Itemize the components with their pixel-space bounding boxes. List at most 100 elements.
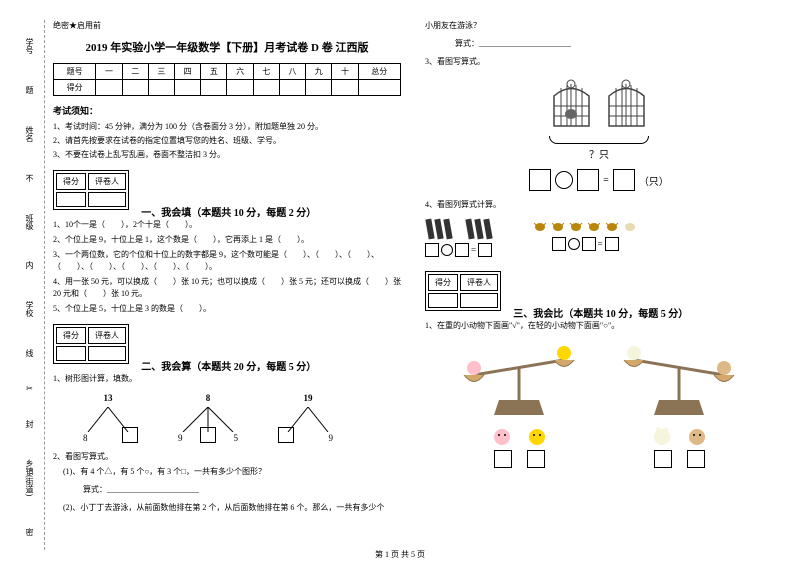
score-box: 得分评卷人 <box>53 324 129 364</box>
question: 1、在重的小动物下面画"√"，在轻的小动物下面画"○"。 <box>425 320 773 332</box>
notice-item: 3、不要在试卷上乱写乱画，卷面不整洁扣 3 分。 <box>53 149 401 160</box>
operator-box[interactable] <box>568 238 580 250</box>
tree-value: 5 <box>234 433 239 443</box>
question: 5、个位上是 5，十位上是 3 的数是（ ）。 <box>53 303 401 315</box>
balance-section <box>425 340 773 468</box>
binding-mark: 题 <box>24 86 35 94</box>
answer-box[interactable] <box>122 427 138 443</box>
cell: 一 <box>96 64 122 80</box>
binding-label: 学校 <box>24 296 35 322</box>
calc-line: 算式：_______________________ <box>425 38 773 50</box>
question: 2、看图写算式。 <box>53 451 401 463</box>
picture-calc: = = <box>425 219 773 257</box>
score-table: 题号 一 二 三 四 五 六 七 八 九 十 总分 得分 <box>53 63 401 96</box>
tree-diagrams: 13 8 8 9 5 19 9 <box>73 393 401 443</box>
bracket-icon <box>549 136 649 144</box>
calc-line: 算式：_______________________ <box>53 484 401 496</box>
balance-diagram <box>449 340 589 468</box>
equals-sign: = <box>598 239 603 249</box>
equation-boxes: = （只） <box>425 169 773 191</box>
answer-box[interactable] <box>687 450 705 468</box>
cell: 六 <box>227 64 253 80</box>
binding-edge: 学号 题 姓名 不 班级 内 学校 线 ✂ 封 乡镇(街道) 密 <box>15 20 45 550</box>
answer-box[interactable] <box>494 450 512 468</box>
table-row: 得分 <box>54 80 401 96</box>
cell: 九 <box>306 64 332 80</box>
pen-icon <box>474 219 483 240</box>
answer-box[interactable] <box>278 427 294 443</box>
score-box: 得分评卷人 <box>425 271 501 311</box>
pen-icon <box>425 219 434 240</box>
left-column: 绝密★启用前 2019 年实验小学一年级数学【下册】月考试卷 D 卷 江西版 题… <box>53 20 413 550</box>
table-row: 题号 一 二 三 四 五 六 七 八 九 十 总分 <box>54 64 401 80</box>
balance-diagram <box>609 340 749 468</box>
cell: 评卷人 <box>460 274 498 291</box>
cell: 得分 <box>56 327 86 344</box>
question: 3、看图写算式。 <box>425 56 773 68</box>
crab-icon <box>604 219 620 233</box>
answer-box[interactable] <box>527 450 545 468</box>
animal-icon <box>652 427 672 447</box>
cell: 评卷人 <box>88 327 126 344</box>
binding-mark: 密 <box>24 528 35 536</box>
pen-icon <box>443 219 452 240</box>
crab-icon <box>568 219 584 233</box>
cage-icon <box>604 76 649 131</box>
answer-box[interactable] <box>425 243 439 257</box>
pen-group: = <box>425 219 492 257</box>
question: 2、个位上是 9，十位上是 1，这个数是（ ），它再添上 1 是（ ）。 <box>53 234 401 246</box>
question: 4、看图列算式计算。 <box>425 199 773 211</box>
answer-box[interactable] <box>577 169 599 191</box>
answer-box[interactable] <box>478 243 492 257</box>
bracket-label: ？只 <box>425 146 773 161</box>
cell: 二 <box>122 64 148 80</box>
answer-box[interactable] <box>654 450 672 468</box>
tree-diagram: 8 9 5 <box>173 393 243 443</box>
binding-mark: 封 <box>24 420 35 428</box>
cell: 八 <box>279 64 305 80</box>
score-box: 得分评卷人 <box>53 170 129 210</box>
tree-value: 8 <box>83 433 88 443</box>
section-title: 二、我会算（本题共 20 分，每题 5 分） <box>141 362 316 373</box>
unit-label: （只） <box>639 173 669 188</box>
cell: 得分 <box>428 274 458 291</box>
crab-icon <box>622 219 638 233</box>
crab-icon <box>550 219 566 233</box>
operator-box[interactable] <box>441 244 453 256</box>
question: 3、一个两位数，它的个位和十位上的数字都是 9，这个数可能是（ ）、（ ）、（ … <box>53 249 401 273</box>
answer-box[interactable] <box>455 243 469 257</box>
crab-group: = <box>532 219 638 257</box>
question: 小朋友在游泳？ <box>425 20 773 32</box>
binding-mark: 线 <box>24 349 35 357</box>
tree-diagram: 19 9 <box>273 393 343 443</box>
answer-box[interactable] <box>200 427 216 443</box>
animal-icon <box>527 427 547 447</box>
answer-box[interactable] <box>605 237 619 251</box>
cell: 评卷人 <box>88 173 126 190</box>
equals-sign: = <box>603 175 609 186</box>
answer-box[interactable] <box>613 169 635 191</box>
question: 4、用一张 50 元，可以换成（ ）张 10 元；也可以换成（ ）张 5 元；还… <box>53 276 401 300</box>
scissors-icon: ✂ <box>26 384 33 393</box>
binding-mark: 内 <box>24 261 35 269</box>
question: (2)、小丁丁去游泳，从前面数他排在第 2 个，从后面数他排在第 6 个。那么，… <box>53 502 401 514</box>
cell: 三 <box>148 64 174 80</box>
answer-box[interactable] <box>582 237 596 251</box>
section-title: 三、我会比（本题共 10 分，每题 5 分） <box>513 309 688 320</box>
cell: 得分 <box>56 173 86 190</box>
cell: 七 <box>253 64 279 80</box>
tree-diagram: 13 8 <box>73 393 143 443</box>
crab-icon <box>532 219 548 233</box>
page-footer: 第 1 页 共 5 页 <box>375 549 425 560</box>
section-title: 一、我会填（本题共 10 分，每题 2 分） <box>141 208 316 219</box>
cell: 十 <box>332 64 358 80</box>
answer-box[interactable] <box>529 169 551 191</box>
tree-value: 8 <box>206 393 211 403</box>
pen-icon <box>465 219 474 240</box>
binding-label: 学号 <box>24 33 35 59</box>
operator-box[interactable] <box>555 171 573 189</box>
tree-value: 9 <box>178 433 183 443</box>
answer-box[interactable] <box>552 237 566 251</box>
question: 1、10个一是（ ），2个十是（ ）。 <box>53 219 401 231</box>
notice-item: 1、考试时间：45 分钟，满分为 100 分（含卷面分 3 分），附加题单独 2… <box>53 121 401 132</box>
